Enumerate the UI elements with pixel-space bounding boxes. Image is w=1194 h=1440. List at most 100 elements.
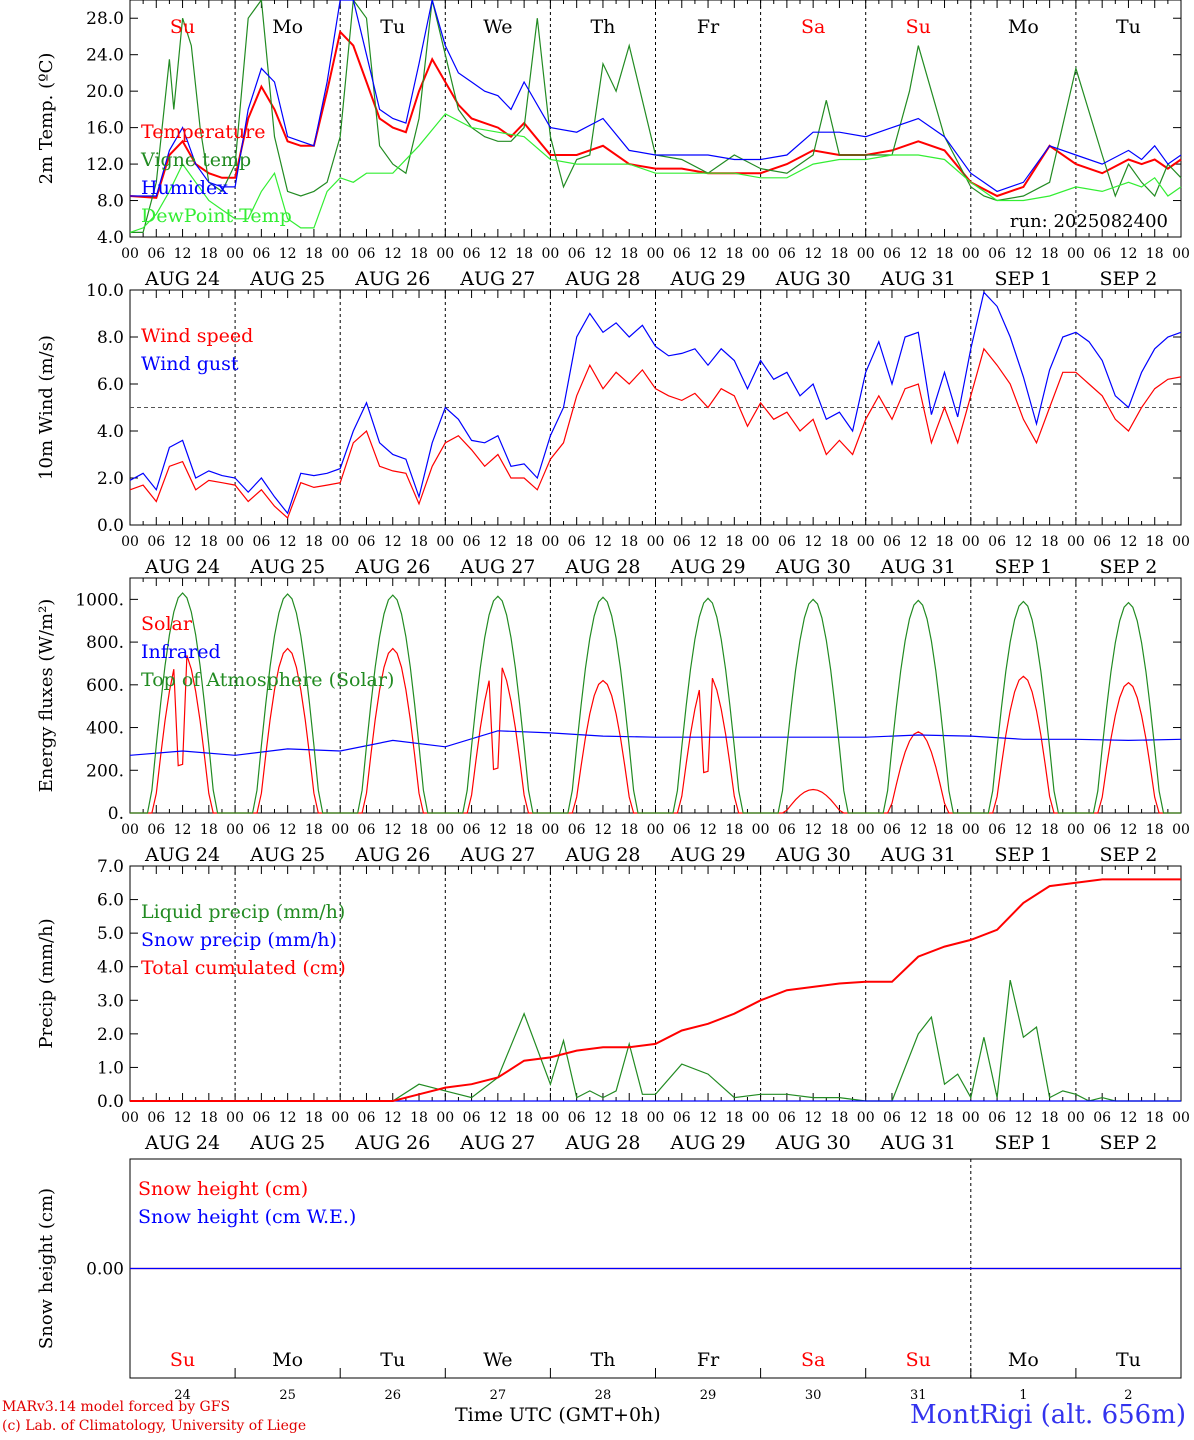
hour-label: 12 (804, 1110, 822, 1126)
hour-label: 18 (620, 534, 638, 550)
y-tick-label: 6.0 (97, 891, 124, 911)
hour-label: 00 (331, 534, 349, 550)
day-name-label: Sa (801, 1349, 825, 1371)
date-label: AUG 27 (459, 268, 535, 290)
day-name-label: Mo (1008, 1349, 1039, 1371)
hour-label: 00 (962, 246, 980, 262)
hour-label: 06 (778, 534, 796, 550)
hour-label: 00 (647, 1110, 665, 1126)
y-tick-label: 1000. (75, 590, 124, 610)
y-tick-label: 16.0 (86, 119, 124, 139)
hour-label: 12 (384, 822, 402, 838)
hour-label: 12 (909, 534, 927, 550)
date-label: AUG 29 (669, 1132, 745, 1154)
hour-label: 06 (568, 246, 586, 262)
hour-label: 00 (331, 822, 349, 838)
date-label: AUG 26 (354, 556, 430, 578)
y-tick-label: 24.0 (86, 46, 124, 66)
date-label: AUG 31 (880, 844, 956, 866)
y-tick-label: 4.0 (97, 958, 124, 978)
date-label: SEP 2 (1100, 268, 1158, 290)
hour-label: 06 (883, 246, 901, 262)
hour-label: 12 (279, 534, 297, 550)
date-label: AUG 27 (459, 556, 535, 578)
day-name-label: We (483, 1349, 512, 1371)
hour-label: 12 (174, 246, 192, 262)
date-label: AUG 26 (354, 1132, 430, 1154)
day-number-label: 27 (490, 1388, 507, 1403)
hour-label: 06 (673, 246, 691, 262)
hour-label: 18 (200, 246, 218, 262)
day-number-label: 2 (1124, 1388, 1132, 1403)
date-label: SEP 2 (1100, 1132, 1158, 1154)
y-tick-label: 800. (86, 633, 124, 653)
hour-label: 18 (515, 246, 533, 262)
legend-entry: Top of Atmosphere (Solar) (141, 669, 394, 691)
panel-2 (129, 289, 1182, 526)
day-number-label: 26 (384, 1388, 401, 1403)
hour-label: 06 (568, 822, 586, 838)
day-name-label: Su (170, 1349, 195, 1371)
hour-label: 00 (226, 822, 244, 838)
hour-label: 00 (962, 1110, 980, 1126)
hour-label: 06 (358, 1110, 376, 1126)
hour-label: 00 (1172, 822, 1190, 838)
hour-label: 18 (936, 1110, 954, 1126)
hour-label: 00 (1067, 246, 1085, 262)
date-label: AUG 29 (669, 268, 745, 290)
legend-entry: Infrared (141, 641, 221, 663)
hour-label: 12 (909, 822, 927, 838)
lab-credit: (c) Lab. of Climatology, University of L… (2, 1418, 307, 1434)
y-tick-label: 7.0 (97, 857, 124, 877)
hour-label: 12 (489, 822, 507, 838)
hour-label: 06 (988, 246, 1006, 262)
y-tick-label: 8.0 (97, 192, 124, 212)
date-label: AUG 28 (564, 844, 640, 866)
series-vigne-temp (130, 0, 1182, 233)
hour-label: 06 (147, 534, 165, 550)
y-tick-label: 3.0 (97, 991, 124, 1011)
hour-label: 00 (1067, 1110, 1085, 1126)
hour-label: 06 (778, 822, 796, 838)
hour-label: 18 (1146, 822, 1164, 838)
y-tick-label: 0.0 (97, 1092, 124, 1112)
hour-label: 18 (515, 1110, 533, 1126)
hour-label: 12 (279, 1110, 297, 1126)
hour-label: 18 (620, 246, 638, 262)
day-name-label: Mo (272, 1349, 303, 1371)
hour-label: 06 (673, 534, 691, 550)
hour-label: 18 (200, 534, 218, 550)
hour-label: 06 (778, 246, 796, 262)
y-axis-label: 10m Wind (m/s) (36, 335, 57, 480)
hour-label: 18 (831, 246, 849, 262)
legend-entry: DewPoint Temp (141, 205, 292, 227)
series-wind-speed (129, 347, 1182, 520)
hour-label: 00 (121, 1110, 139, 1126)
hour-label: 06 (568, 1110, 586, 1126)
hour-label: 00 (857, 822, 875, 838)
date-label: AUG 28 (564, 268, 640, 290)
y-tick-label: 2.0 (97, 1025, 124, 1045)
hour-label: 12 (279, 822, 297, 838)
hour-label: 12 (699, 246, 717, 262)
legend-entry: Humidex (141, 177, 228, 199)
hour-label: 12 (489, 1110, 507, 1126)
hour-label: 00 (541, 822, 559, 838)
hour-label: 06 (252, 534, 270, 550)
hour-label: 00 (647, 534, 665, 550)
hour-label: 12 (1014, 1110, 1032, 1126)
hour-label: 18 (725, 534, 743, 550)
day-name-label: Th (590, 16, 615, 38)
hour-label: 18 (1146, 246, 1164, 262)
hour-label: 12 (699, 822, 717, 838)
date-label: AUG 30 (775, 1132, 851, 1154)
day-name-label: Th (590, 1349, 615, 1371)
hour-label: 00 (121, 246, 139, 262)
panel-5 (129, 1158, 1182, 1379)
legend-entry: Total cumulated (cm) (141, 957, 346, 979)
y-tick-label: 20.0 (86, 82, 124, 102)
hour-label: 06 (1093, 822, 1111, 838)
date-label: AUG 28 (564, 556, 640, 578)
hour-label: 18 (1041, 534, 1059, 550)
day-number-label: 24 (174, 1388, 191, 1403)
